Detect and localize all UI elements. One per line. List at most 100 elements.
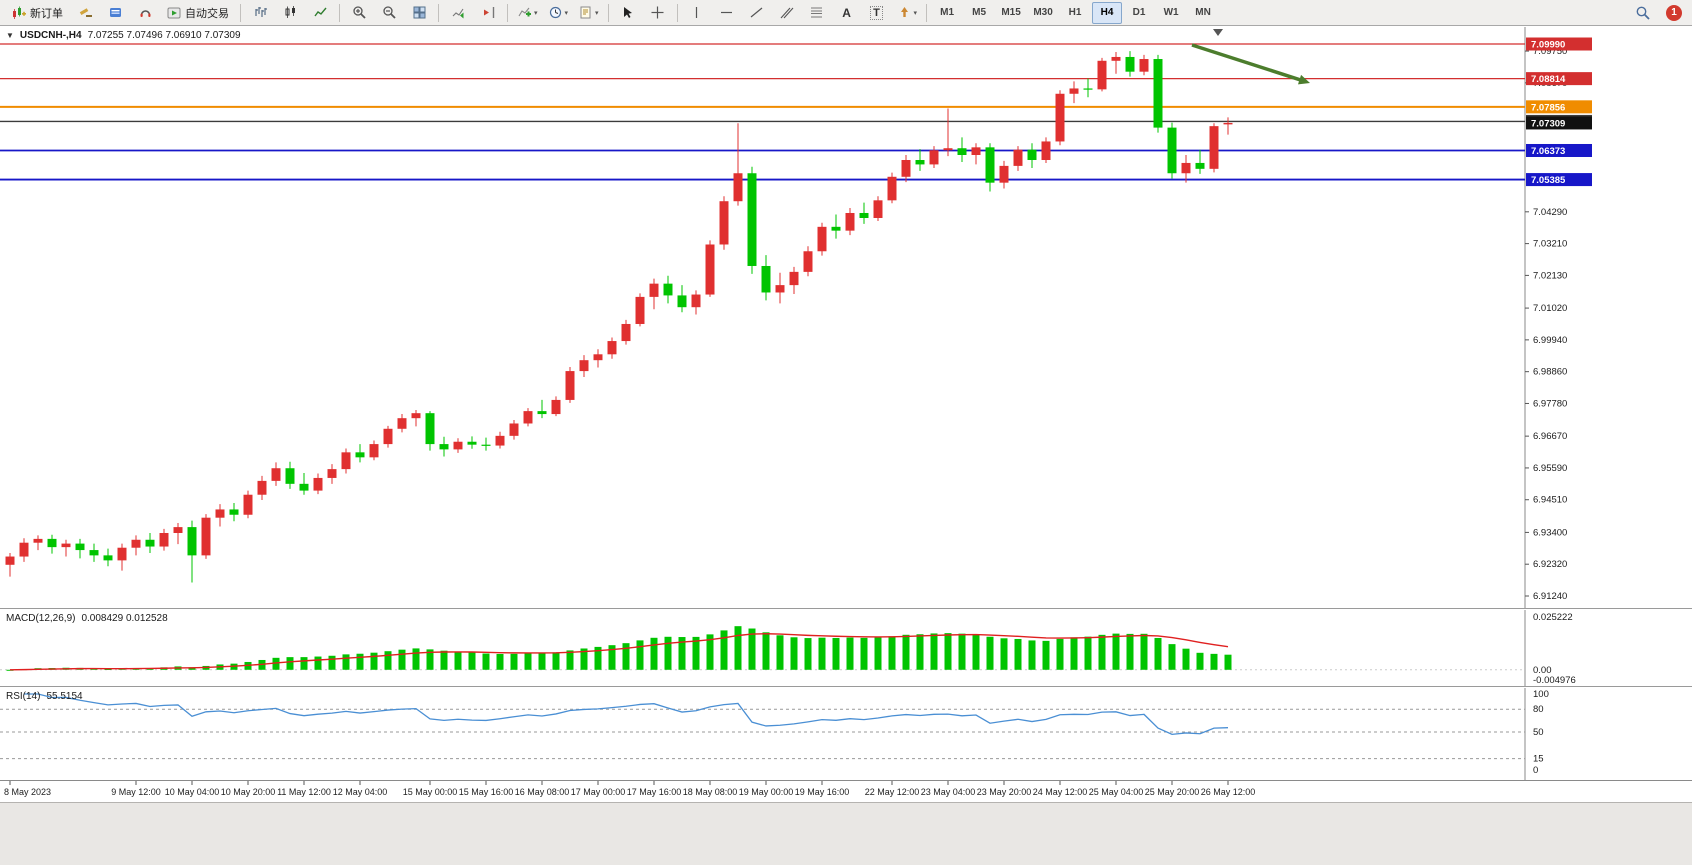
macd-bar <box>944 633 952 670</box>
rsi-line <box>24 693 1229 736</box>
time-axis[interactable]: 8 May 2023 9 May 12:00 10 May 04:00 10 May … <box>0 780 1692 803</box>
macd-bar <box>860 637 868 670</box>
macd-bar <box>636 640 644 670</box>
channel-icon <box>780 7 794 19</box>
price-badge <box>1526 116 1592 130</box>
toolbar-separator <box>676 3 678 22</box>
panel-splitter[interactable] <box>0 686 1692 688</box>
price-axis-label: 6.93400 <box>1533 527 1567 538</box>
notification-badge[interactable]: 1 <box>1666 4 1682 21</box>
macd-bar <box>622 643 630 670</box>
new-order-button[interactable]: 新订单 <box>5 2 69 24</box>
time-axis-label: 26 May 12:00 <box>1201 787 1256 797</box>
candle-body <box>47 538 57 548</box>
autotrading-button[interactable]: 自动交易 <box>161 2 235 24</box>
fibonacci-button[interactable] <box>803 2 831 24</box>
chart-header: ▼ USDCNH-,H4 7.07255 7.07496 7.06910 7.0… <box>6 30 241 41</box>
line-chart-icon <box>313 7 327 17</box>
candle-body <box>1139 59 1149 72</box>
candle-body <box>313 477 323 491</box>
macd-bar <box>496 653 504 670</box>
autotrading-label: 自动交易 <box>185 7 229 20</box>
zoom-in-button[interactable] <box>345 2 373 24</box>
candle-body <box>1195 162 1205 169</box>
candle-body <box>663 283 673 296</box>
chart-shift-button[interactable] <box>474 2 502 24</box>
periods-button[interactable]: ▾ <box>544 2 573 24</box>
chart-shift-icon <box>483 7 494 18</box>
headset-button[interactable] <box>131 2 159 24</box>
candle-body <box>453 441 463 450</box>
tile-windows-button[interactable] <box>405 2 433 24</box>
macd-bar <box>594 646 602 670</box>
timeframe-button-H1[interactable]: H1 <box>1068 7 1082 18</box>
macd-bar <box>188 667 196 670</box>
candle-body <box>649 283 659 297</box>
price-axis-label: 6.96670 <box>1533 431 1567 442</box>
time-axis-label: 24 May 12:00 <box>1033 787 1088 797</box>
trendline-button[interactable] <box>743 2 771 24</box>
candle-body <box>747 173 757 266</box>
trend-arrow-annotation[interactable] <box>1191 43 1305 83</box>
text-button[interactable]: A <box>833 2 861 24</box>
indicators-button[interactable]: ▾ <box>513 2 542 24</box>
candle-body <box>481 444 491 446</box>
channel-button[interactable] <box>773 2 801 24</box>
candle-body <box>1055 93 1065 142</box>
time-axis-label: 16 May 08:00 <box>515 787 570 797</box>
timeframe-button-M15[interactable]: M15 <box>1001 7 1021 18</box>
line-chart-button[interactable] <box>306 2 334 24</box>
text-label-button[interactable]: T <box>863 2 891 24</box>
macd-bar <box>790 637 798 670</box>
panel-splitter[interactable] <box>0 608 1692 610</box>
chart-shift-marker[interactable] <box>1213 29 1223 36</box>
horizontal-line-button[interactable] <box>713 2 741 24</box>
chart-collapse-icon[interactable]: ▼ <box>6 31 14 40</box>
rsi-panel: 100 80 50 15 0 RSI(14) 55.5154 <box>0 688 1692 780</box>
arrows-button[interactable]: ▾ <box>893 2 922 24</box>
macd-bar <box>1112 633 1120 670</box>
templates-button[interactable]: ▾ <box>574 2 603 24</box>
macd-bar <box>1196 652 1204 670</box>
macd-bar <box>1224 654 1232 670</box>
market-watch-button[interactable] <box>101 2 129 24</box>
candle-body <box>873 200 883 218</box>
macd-bar <box>1154 637 1162 670</box>
candle-body <box>257 480 267 495</box>
macd-bar <box>762 632 770 670</box>
timeframe-button-MN[interactable]: MN <box>1195 7 1211 18</box>
candle-body <box>61 543 71 548</box>
timeframe-button-M30[interactable]: M30 <box>1033 7 1053 18</box>
timeframe-button-M5[interactable]: M5 <box>972 7 987 18</box>
candlestick-chart-button[interactable] <box>276 2 304 24</box>
candle-body <box>103 555 113 561</box>
timeframe-button-H4[interactable]: H4 <box>1092 1 1123 24</box>
macd-bar <box>356 653 364 670</box>
timeframe-button-D1[interactable]: D1 <box>1132 7 1146 18</box>
search-button[interactable] <box>1629 2 1657 24</box>
macd-bar <box>1126 633 1134 670</box>
toolbar-separator <box>926 3 928 22</box>
rsi-chart[interactable]: 100 80 50 150 <box>0 688 1692 780</box>
svg-text:7.08814: 7.08814 <box>1531 74 1566 85</box>
candle-body <box>957 148 967 155</box>
timeframe-button-M1[interactable]: M1 <box>940 7 955 18</box>
gavel-button[interactable] <box>71 2 99 24</box>
status-strip <box>0 802 1692 865</box>
cursor-button[interactable] <box>614 2 642 24</box>
main-chart[interactable]: 7.097507.086707.042907.032107.021307.010… <box>0 27 1692 608</box>
candle-body <box>901 160 911 177</box>
auto-scroll-button[interactable] <box>444 2 472 24</box>
macd-chart[interactable]: 0.025222 0.00-0.004976 <box>0 610 1692 686</box>
zoom-out-button[interactable] <box>375 2 403 24</box>
candle-body <box>145 539 155 547</box>
timeframe-button-W1[interactable]: W1 <box>1163 7 1179 18</box>
price-axis-label: 6.94510 <box>1533 495 1567 506</box>
vertical-line-button[interactable] <box>683 2 711 24</box>
candle-body <box>523 411 533 424</box>
macd-bar <box>1098 634 1106 670</box>
rsi-header: RSI(14) 55.5154 <box>6 691 83 702</box>
macd-bar <box>678 637 686 670</box>
crosshair-button[interactable] <box>644 2 672 24</box>
bar-chart-button[interactable] <box>246 2 274 24</box>
